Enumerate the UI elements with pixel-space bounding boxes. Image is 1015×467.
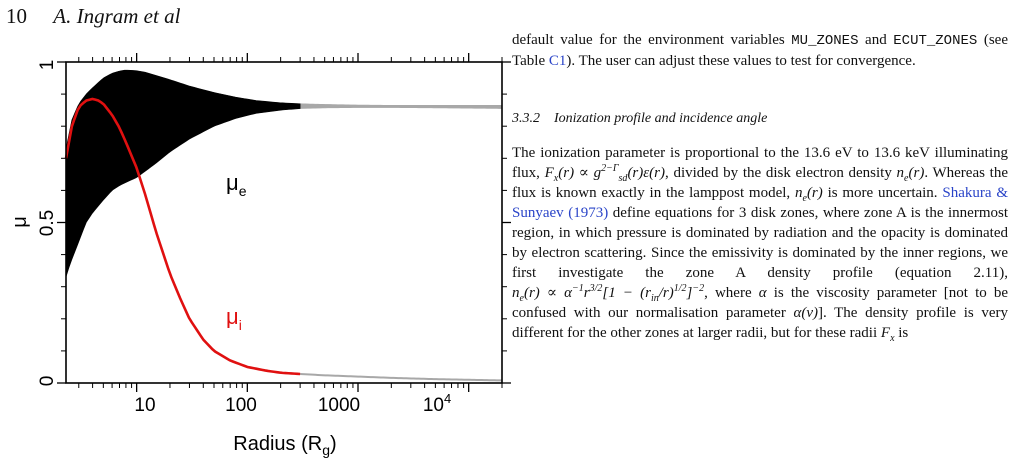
y-axis-label: μ	[9, 216, 31, 228]
mu-e-band-extrapolated	[299, 103, 503, 109]
paragraph-convergence: default value for the environment variab…	[512, 32, 1008, 69]
series-label-mu-e: μe	[226, 170, 247, 199]
env-var-mu-zones: MU_ZONES	[791, 33, 859, 49]
running-head: 10 A. Ingram et al	[6, 3, 506, 33]
y-tick-label-1: 1	[37, 60, 58, 71]
body-text-column: default value for the environment variab…	[512, 30, 1009, 344]
subsection-heading: 3.3.2 Ionization profile and incidence an…	[512, 111, 768, 126]
x-tick-label-10: 10	[134, 395, 155, 416]
page-number: 10	[6, 4, 27, 28]
x-tick-label-1000: 1000	[318, 395, 360, 416]
mu-i-curve	[64, 97, 301, 376]
y-tick-label-0: 0	[37, 376, 58, 387]
citation-link-shakura-sunyaev[interactable]: Shakura & Sunyaev (1973)	[512, 185, 1008, 221]
y-tick-label-0.5: 0.5	[37, 210, 58, 236]
series-label-mu-i: μi	[226, 304, 242, 333]
paragraph-ionization: The ionization parameter is proportional…	[512, 145, 1009, 344]
env-var-ecut-zones: ECUT_ZONES	[893, 33, 978, 49]
mu-i-curve-extrapolated	[300, 373, 503, 382]
x-tick-label-100: 100	[225, 395, 257, 416]
figure-mu-vs-radius: 0 0.5 1 10 100 1000 104 μ Radius (Rg) μe…	[9, 53, 511, 458]
mu-e-band	[65, 69, 301, 278]
axis-ticks	[57, 53, 511, 392]
plot-data-layer	[64, 69, 503, 382]
running-head-authors: A. Ingram et al	[53, 4, 181, 28]
table-ref-link[interactable]: C1	[548, 53, 567, 69]
x-axis-label: Radius (Rg)	[233, 433, 336, 458]
x-tick-label-10000: 104	[423, 391, 451, 416]
